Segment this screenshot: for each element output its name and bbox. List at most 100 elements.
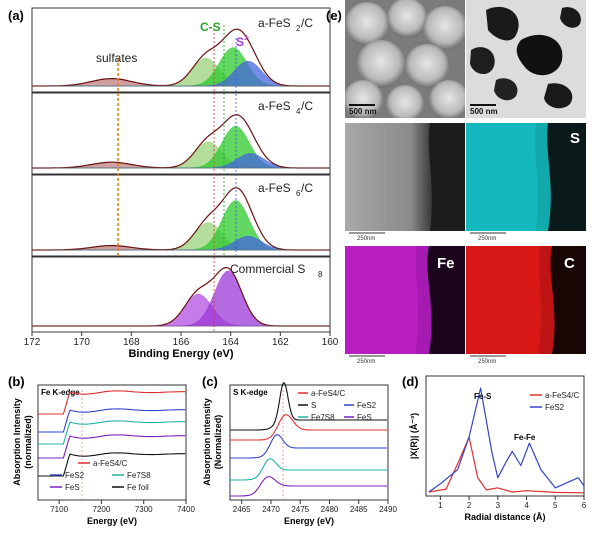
panel-d-curves xyxy=(428,387,585,494)
sample-label-2-main: a-FeS xyxy=(258,99,291,113)
panel-b-legend: a-FeS4/C FeS2 Fe7S8 FeS Fe foil xyxy=(50,459,151,492)
panel-c-ylabel-1: Absorption Intensity xyxy=(202,398,212,486)
sample-label-2-tail: /C xyxy=(301,99,313,113)
b-curve-4 xyxy=(38,434,186,459)
panel-label-b: (b) xyxy=(8,374,25,389)
sample-label-3-sub: 6 xyxy=(296,189,301,198)
fe-fe-label: Fe-Fe xyxy=(514,433,536,442)
b-curve-1 xyxy=(38,390,186,415)
c-curve-2 xyxy=(230,382,388,431)
panel-c-legend: a-FeS4/C S FeS2 Fe7S8 FeS xyxy=(298,389,377,422)
sulfates-label: sulfates xyxy=(96,51,137,65)
c-tick-label-2475: 2475 xyxy=(291,505,309,514)
panel-label-a: (a) xyxy=(8,8,24,23)
c-legend-label-1: a-FeS4/C xyxy=(311,389,345,398)
sample-label-2-sub: 4 xyxy=(296,107,301,116)
d-tick-label-3: 3 xyxy=(496,501,501,510)
a-tick-label-168: 168 xyxy=(123,337,140,348)
panel-c-x-ticks: 2465 2470 2475 2480 2485 2490 xyxy=(233,500,397,514)
sample-label-3: a-FeS 6 /C xyxy=(258,181,313,198)
panel-a-xlabel: Binding Energy (eV) xyxy=(128,348,233,360)
b-legend-label-1: a-FeS4/C xyxy=(93,459,127,468)
c-legend-label-5: FeS xyxy=(357,413,372,422)
panel-b-frame xyxy=(37,384,187,501)
panel-c-frame xyxy=(229,384,389,501)
c-curve-5 xyxy=(230,476,388,497)
panel-label-d: (d) xyxy=(402,374,419,389)
c-tick-label-2480: 2480 xyxy=(321,505,339,514)
c-curve-1 xyxy=(230,414,388,441)
d-curve-1 xyxy=(428,436,585,494)
sample-label-2: a-FeS 4 /C xyxy=(258,99,313,116)
a-tick-label-160: 160 xyxy=(322,337,339,348)
panel-label-c: (c) xyxy=(202,374,218,389)
b-legend-label-4: FeS xyxy=(65,483,80,492)
b-tick-label-7200: 7200 xyxy=(93,505,111,514)
haadf-image: 250nm xyxy=(345,123,465,241)
a-tick-label-164: 164 xyxy=(222,337,239,348)
c-map-graphic: 250nm C xyxy=(466,246,586,364)
sem-image: 500 nm xyxy=(345,0,465,118)
c-legend-label-4: Fe7S8 xyxy=(311,413,335,422)
b-legend-label-2: FeS2 xyxy=(65,471,85,480)
sample-label-4: Commercial S 8 xyxy=(230,262,323,279)
d-legend-label-2: FeS2 xyxy=(545,403,565,412)
s-map-image: 250nm S xyxy=(466,123,586,241)
haadf-image-graphic: 250nm xyxy=(345,123,465,241)
tem-image: 500 nm xyxy=(466,0,586,118)
a-tick-label-172: 172 xyxy=(24,337,41,348)
a-tick-label-166: 166 xyxy=(173,337,190,348)
panel-c-ylabel-2: (Normalized) xyxy=(213,415,223,470)
panel-a-curves xyxy=(32,28,330,327)
b-tick-label-7300: 7300 xyxy=(135,505,153,514)
panel-label-e: (e) xyxy=(326,8,342,23)
fe-map-image: 250nm Fe xyxy=(345,246,465,364)
a-tick-label-162: 162 xyxy=(272,337,289,348)
cs-label: C-S xyxy=(200,20,221,34)
envelope-curve-2 xyxy=(32,114,330,169)
fit-peak-3-3 xyxy=(32,200,330,251)
c-tick-label-2485: 2485 xyxy=(350,505,368,514)
c-legend-label-2: S xyxy=(311,401,316,410)
haadf-scale-label: 250nm xyxy=(357,236,375,241)
fe-map-scale-label: 250nm xyxy=(357,359,375,364)
b-curve-2 xyxy=(38,408,186,433)
panel-d-x-ticks: 1 2 3 4 5 6 xyxy=(438,496,587,510)
b-legend-label-5: Fe foil xyxy=(127,483,149,492)
b-legend-label-3: Fe7S8 xyxy=(127,471,151,480)
panel-a-x-ticks: 172 170 168 166 164 162 160 xyxy=(24,332,339,348)
panel-a-frames xyxy=(31,7,331,333)
sample-label-1-tail: /C xyxy=(301,16,313,30)
d-curve-2 xyxy=(428,387,585,493)
sample-label-1: a-FeS 2 /C xyxy=(258,16,313,33)
envelope-curve-1 xyxy=(32,28,330,87)
fit-peak-4-1 xyxy=(32,293,330,327)
s-map-graphic: 250nm S xyxy=(466,123,586,241)
c-curve-4 xyxy=(230,458,388,481)
a-tick-label-170: 170 xyxy=(73,337,90,348)
fe-s-label: Fe-S xyxy=(474,392,492,401)
d-tick-label-5: 5 xyxy=(553,501,558,510)
sample-label-4-sub: 8 xyxy=(318,270,323,279)
panel-d-frame xyxy=(425,375,585,497)
d-legend-label-1: a-FeS4/C xyxy=(545,391,579,400)
subpanel-1-frame xyxy=(31,7,331,93)
panel-c-title: S K-edge xyxy=(233,388,268,397)
panel-c-xlabel: Energy (eV) xyxy=(284,516,334,526)
fit-peak-1-2 xyxy=(32,57,330,87)
sample-label-3-main: a-FeS xyxy=(258,181,291,195)
sem-image-graphic: 500 nm xyxy=(345,0,465,118)
s-map-label: S xyxy=(570,130,580,147)
c-map-scale-label: 250nm xyxy=(478,359,496,364)
panel-d-legend: a-FeS4/C FeS2 xyxy=(530,391,579,412)
d-tick-label-2: 2 xyxy=(467,501,472,510)
c-tick-label-2490: 2490 xyxy=(379,505,397,514)
d-tick-label-1: 1 xyxy=(438,501,443,510)
c-tick-label-2465: 2465 xyxy=(233,505,251,514)
panel-c-curves xyxy=(230,382,388,497)
sample-label-1-main: a-FeS xyxy=(258,16,291,30)
s-map-scale-label: 250nm xyxy=(478,236,496,241)
d-tick-label-6: 6 xyxy=(582,501,587,510)
envelope-curve-3 xyxy=(32,187,330,251)
